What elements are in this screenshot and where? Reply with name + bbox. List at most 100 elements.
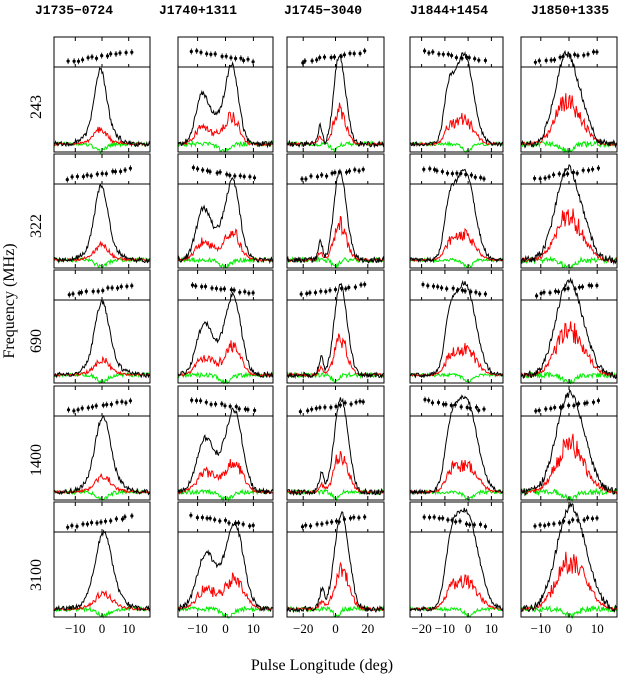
total-intensity-line (409, 168, 504, 264)
linear-pol-line (409, 342, 504, 377)
panel-J1844+1454-1400 (409, 385, 504, 502)
total-intensity-line (53, 414, 151, 496)
x-tick-label: 0 (465, 621, 472, 636)
total-intensity-line (409, 280, 504, 379)
panel-J1844+1454-243 (409, 36, 504, 154)
panel-J1745−3040-690 (286, 269, 385, 384)
panel-J1844+1454-3100 (409, 501, 504, 618)
total-intensity-line (53, 529, 151, 612)
panel-J1745−3040-3100 (286, 501, 385, 618)
total-intensity-line (177, 407, 274, 495)
x-tick-label: −20 (293, 621, 313, 636)
linear-pol-line (177, 459, 274, 495)
panel-J1735−0724-322 (53, 153, 151, 271)
x-tick-label: −10 (435, 621, 455, 636)
panel-frame (53, 269, 151, 384)
panel-J1740+1311-322 (177, 153, 274, 270)
x-tick-label: 10 (247, 621, 260, 636)
x-axis-label: Pulse Longitude (deg) (251, 657, 393, 674)
y-axis-label: Frequency (MHz) (1, 243, 18, 358)
panel-J1850+1335-3100 (520, 501, 618, 619)
panel-J1850+1335-322 (520, 153, 618, 269)
panel-frame (520, 269, 618, 384)
panel-J1745−3040-1400 (286, 385, 385, 502)
frequency-labels: 243 322 690 1400 3100 (28, 95, 45, 591)
x-tick-label: −10 (187, 621, 207, 636)
linear-pol-line (177, 228, 274, 263)
x-tick-label: −10 (65, 621, 85, 636)
x-tick-label: 10 (485, 621, 498, 636)
linear-pol-line (409, 459, 504, 495)
x-tick-label: 0 (332, 621, 339, 636)
panel-J1735−0724-1400 (53, 385, 151, 502)
x-tick-label: 10 (122, 621, 135, 636)
x-tick-label: 10 (591, 621, 604, 636)
col-header-4: J1850+1335 (531, 3, 609, 18)
linear-pol-line (286, 102, 385, 147)
col-header-1: J1740+1311 (159, 3, 237, 18)
panel-J1740+1311-243 (177, 36, 274, 154)
total-intensity-line (520, 164, 618, 266)
panel-frame (286, 36, 385, 153)
panel-J1745−3040-322 (286, 153, 385, 269)
linear-pol-line (409, 112, 504, 147)
x-tick-label: −10 (531, 621, 551, 636)
total-intensity-line (409, 394, 504, 496)
freq-label-4: 3100 (28, 559, 45, 591)
total-intensity-line (286, 170, 385, 264)
column-headers: J1735−0724 J1740+1311 J1745−3040 J1844+1… (35, 3, 609, 18)
panel-frame (177, 153, 274, 269)
panel-J1740+1311-3100 (177, 501, 274, 619)
linear-pol-line (286, 333, 384, 378)
panel-J1844+1454-690 (409, 269, 504, 384)
freq-label-2: 690 (28, 329, 45, 353)
total-intensity-line (520, 389, 618, 497)
panels: −10 0 10 −10 0 10 −20 0 20 −20 −10 0 10 −10 0 10 (53, 36, 618, 636)
panel-frame (286, 501, 385, 618)
panel-J1745−3040-243 (286, 36, 385, 154)
panel-frame (409, 501, 504, 618)
panel-frame (520, 153, 618, 269)
panel-J1850+1335-690 (520, 269, 618, 385)
total-intensity-line (286, 397, 385, 497)
panel-J1850+1335-1400 (520, 385, 618, 502)
panel-frame (286, 385, 385, 501)
panel-J1735−0724-3100 (53, 501, 151, 619)
panel-J1850+1335-243 (520, 36, 618, 154)
panel-frame (53, 385, 151, 501)
col-header-3: J1844+1454 (410, 3, 488, 18)
panel-J1740+1311-1400 (177, 385, 274, 502)
linear-pol-line (53, 473, 151, 494)
panel-J1735−0724-243 (53, 36, 151, 155)
x-tick-label: 20 (361, 621, 374, 636)
panel-frame (177, 36, 274, 153)
total-intensity-line (286, 511, 385, 614)
panel-J1740+1311-690 (177, 269, 274, 385)
linear-pol-line (520, 93, 618, 147)
total-intensity-line (177, 291, 274, 379)
panel-frame (177, 385, 274, 501)
total-intensity-line (286, 54, 385, 149)
total-intensity-line (177, 61, 273, 149)
col-header-2: J1745−3040 (284, 3, 362, 18)
total-intensity-line (520, 49, 618, 149)
panel-J1735−0724-690 (53, 269, 151, 385)
linear-pol-line (520, 208, 618, 263)
panel-frame (53, 501, 151, 618)
linear-pol-line (53, 589, 151, 612)
linear-pol-line (286, 215, 385, 263)
linear-pol-line (409, 574, 504, 612)
freq-label-0: 243 (28, 95, 45, 119)
linear-pol-line (520, 551, 618, 612)
linear-pol-line (520, 321, 618, 378)
x-tick-label: 0 (222, 621, 229, 636)
linear-pol-line (287, 451, 385, 495)
total-intensity-line (53, 67, 151, 148)
x-tick-label: 0 (99, 621, 106, 636)
linear-pol-line (520, 433, 618, 495)
circular-pol-line (409, 372, 504, 383)
linear-pol-line (286, 561, 385, 612)
linear-pol-line (177, 340, 274, 378)
total-intensity-line (409, 507, 504, 613)
